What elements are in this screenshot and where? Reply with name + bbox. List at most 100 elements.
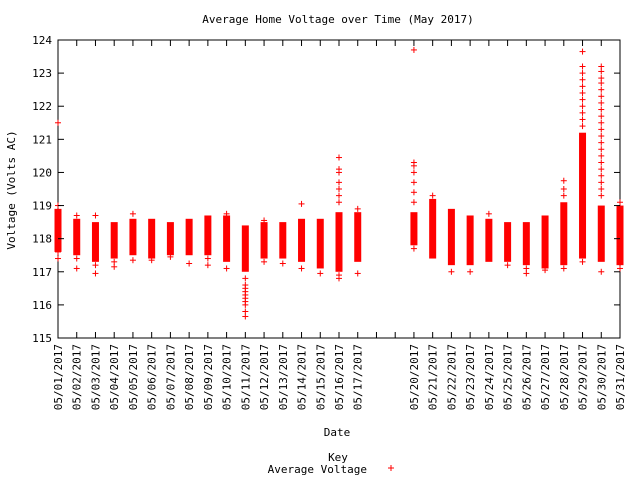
voltage-point <box>598 86 605 93</box>
voltage-band <box>560 202 568 266</box>
voltage-point <box>579 76 586 83</box>
voltage-band <box>447 208 455 266</box>
voltage-point <box>242 275 249 282</box>
voltage-band <box>354 212 362 262</box>
voltage-point <box>242 313 249 320</box>
voltage-point <box>354 205 361 212</box>
voltage-point <box>55 119 61 126</box>
voltage-point <box>298 265 305 272</box>
voltage-band <box>541 215 549 269</box>
voltage-point <box>410 46 417 53</box>
x-axis: 05/01/2017 05/02/2017 05/03/2017 05/04/2017… <box>52 40 627 410</box>
voltage-band <box>298 218 306 262</box>
voltage-point <box>485 210 492 217</box>
voltage-point <box>598 186 605 192</box>
voltage-point <box>279 260 286 267</box>
voltage-point <box>542 267 549 274</box>
voltage-point <box>242 298 249 305</box>
x-tick-label: 05/30/2017 <box>595 344 608 410</box>
voltage-point <box>73 265 80 272</box>
voltage-point <box>598 126 605 133</box>
x-tick-label: 05/05/2017 <box>127 344 140 410</box>
voltage-point <box>598 179 605 186</box>
voltage-band <box>241 225 249 272</box>
x-tick-label: 05/04/2017 <box>108 344 121 410</box>
x-tick-label: 05/09/2017 <box>202 344 215 410</box>
voltage-point <box>410 169 417 176</box>
voltage-point <box>242 285 249 292</box>
voltage-point <box>467 268 474 275</box>
voltage-point <box>598 159 605 166</box>
voltage-point <box>410 162 417 169</box>
voltage-band <box>166 222 174 256</box>
x-tick-label: 05/31/2017 <box>614 344 627 410</box>
voltage-point <box>111 258 118 265</box>
voltage-band <box>110 222 118 259</box>
voltage-band <box>316 218 324 269</box>
voltage-point <box>336 169 342 176</box>
x-tick-label: 05/29/2017 <box>577 344 590 410</box>
y-tick-label: 117 <box>32 266 52 279</box>
voltage-band <box>335 212 343 272</box>
voltage-point <box>354 270 361 277</box>
voltage-point <box>617 265 623 272</box>
voltage-point <box>410 199 417 206</box>
chart-title: Average Home Voltage over Time (May 2017… <box>202 13 474 26</box>
x-tick-label: 05/26/2017 <box>520 344 533 410</box>
legend-marker <box>388 465 394 471</box>
x-axis-label: Date <box>324 426 351 439</box>
voltage-point <box>73 212 80 219</box>
voltage-point <box>336 154 342 161</box>
voltage-point <box>579 70 586 77</box>
voltage-point <box>579 48 586 55</box>
voltage-band <box>129 218 137 256</box>
voltage-point <box>617 199 623 206</box>
voltage-point <box>429 192 436 199</box>
voltage-point <box>560 186 567 192</box>
x-tick-label: 05/21/2017 <box>427 344 440 410</box>
voltage-point <box>598 139 605 146</box>
voltage-point <box>242 291 249 298</box>
voltage-point <box>560 265 567 272</box>
x-tick-label: 05/27/2017 <box>539 344 552 410</box>
x-tick-label: 05/22/2017 <box>445 344 458 410</box>
voltage-point <box>186 260 193 267</box>
x-tick-label: 05/06/2017 <box>146 344 159 410</box>
x-tick-label: 05/13/2017 <box>277 344 290 410</box>
voltage-point <box>336 192 342 199</box>
voltage-band <box>91 222 99 262</box>
voltage-point <box>598 68 605 75</box>
voltage-point <box>448 268 455 275</box>
voltage-point <box>598 192 605 199</box>
y-tick-label: 115 <box>32 332 52 345</box>
voltage-band <box>279 222 287 259</box>
voltage-point <box>223 210 230 217</box>
y-tick-label: 118 <box>32 233 52 246</box>
voltage-point <box>523 265 530 272</box>
voltage-point <box>598 80 605 87</box>
voltage-point <box>598 268 605 275</box>
voltage-point <box>579 96 586 103</box>
x-tick-label: 05/10/2017 <box>221 344 234 410</box>
x-tick-label: 05/23/2017 <box>464 344 477 410</box>
voltage-point <box>410 245 417 252</box>
voltage-band <box>223 215 231 262</box>
y-axis-label: Voltage (Volts AC) <box>5 130 18 249</box>
voltage-point <box>223 265 230 272</box>
plot-area <box>54 39 624 339</box>
voltage-point <box>336 179 342 186</box>
voltage-band <box>204 215 212 256</box>
voltage-point <box>410 189 417 196</box>
y-tick-label: 120 <box>32 166 52 179</box>
voltage-point <box>598 166 605 173</box>
voltage-point <box>598 106 605 113</box>
voltage-point <box>579 123 586 130</box>
voltage-point <box>579 116 586 123</box>
voltage-band <box>429 198 437 259</box>
voltage-band <box>73 218 81 256</box>
x-tick-label: 05/28/2017 <box>558 344 571 410</box>
x-tick-label: 05/15/2017 <box>314 344 327 410</box>
voltage-band <box>579 132 587 259</box>
legend-plus-marker <box>388 465 394 471</box>
